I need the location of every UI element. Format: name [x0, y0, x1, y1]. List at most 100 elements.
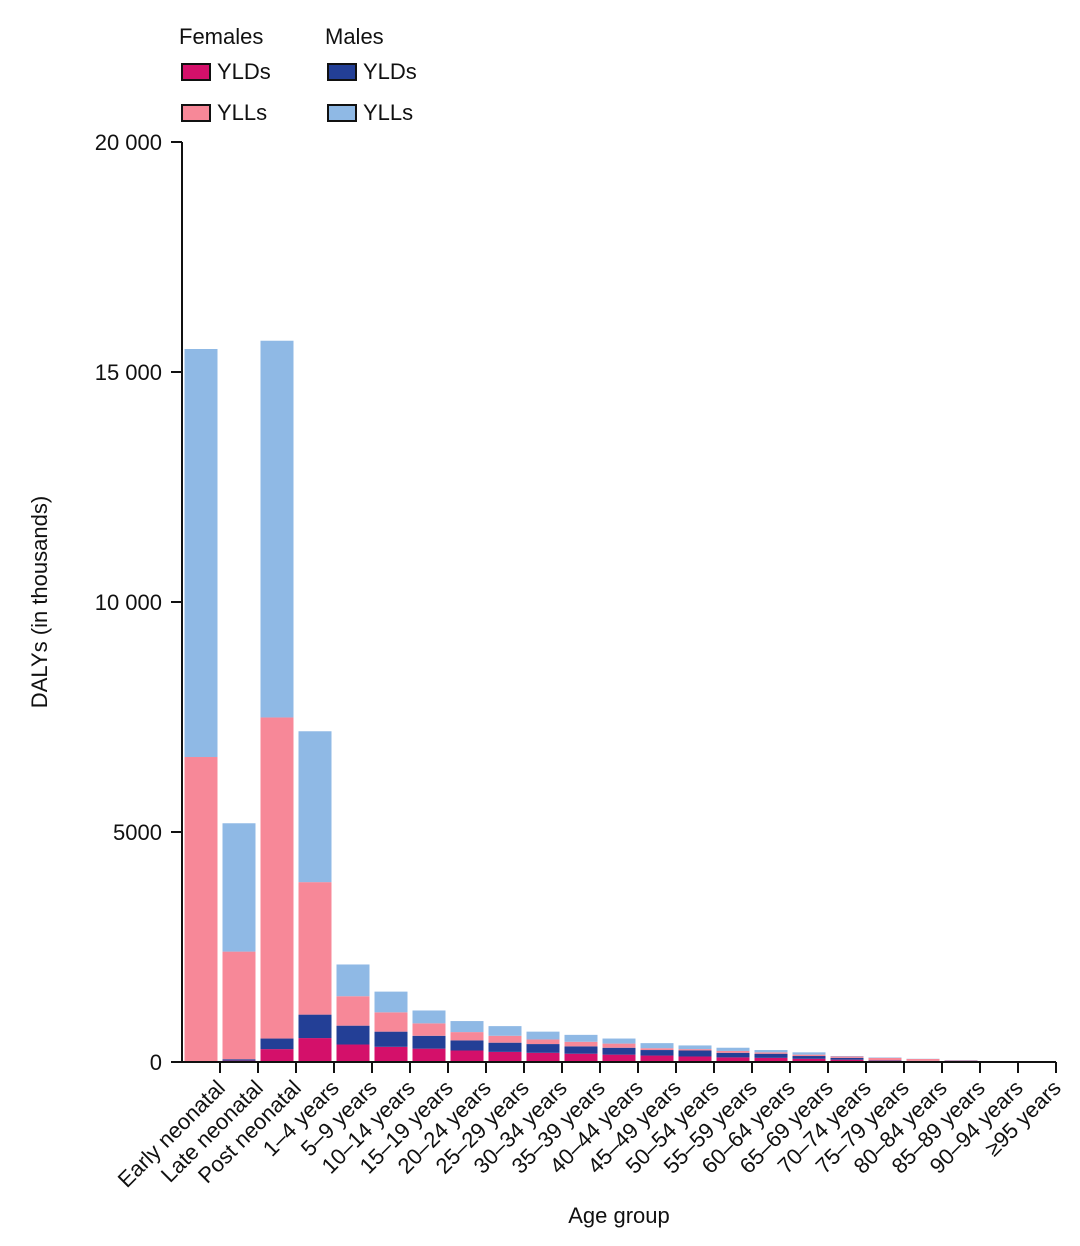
bar-stack — [184, 349, 218, 1062]
bars-layer — [184, 340, 1054, 1062]
legend-swatch-females-ylds — [181, 63, 211, 81]
bar-segment — [450, 1021, 484, 1033]
bar-segment — [602, 1047, 636, 1055]
bar-segment — [374, 1012, 408, 1032]
bar-segment — [678, 1056, 712, 1062]
bar-segment — [792, 1056, 826, 1059]
legend-swatch-males-ylds — [327, 63, 357, 81]
y-axis-title: DALYs (in thousands) — [27, 496, 52, 708]
legend-item-females-ylds: YLDs — [181, 59, 271, 85]
bar-stack — [678, 1045, 712, 1062]
y-tick-label: 20 000 — [95, 130, 162, 155]
bar-segment — [678, 1050, 712, 1057]
bar-segment — [678, 1049, 712, 1051]
bar-stack — [526, 1031, 560, 1062]
bar-segment — [526, 1031, 560, 1040]
bar-stack — [298, 731, 332, 1062]
bar-segment — [564, 1053, 598, 1062]
bar-stack — [564, 1034, 598, 1062]
y-ticks: 0 5000 10 000 15 000 20 000 — [95, 130, 182, 1075]
bar-segment — [716, 1052, 750, 1058]
bar-stack — [412, 1010, 446, 1062]
bar-segment — [830, 1057, 864, 1060]
bar-segment — [260, 717, 294, 1039]
bar-segment — [792, 1058, 826, 1062]
bar-segment — [450, 1032, 484, 1041]
bar-segment — [564, 1034, 598, 1042]
bar-segment — [298, 1038, 332, 1062]
bar-segment — [564, 1041, 598, 1047]
bar-segment — [298, 882, 332, 1015]
legend-label-males-ylds: YLDs — [363, 59, 417, 84]
bar-segment — [374, 1031, 408, 1047]
bar-segment — [716, 1057, 750, 1062]
bar-segment — [412, 1010, 446, 1024]
bar-stack — [830, 1056, 864, 1062]
bar-segment — [754, 1050, 788, 1053]
bar-segment — [450, 1040, 484, 1051]
bar-segment — [640, 1055, 674, 1062]
bar-segment — [944, 1060, 978, 1062]
bar-segment — [526, 1039, 560, 1045]
bar-stack — [450, 1021, 484, 1062]
bar-segment — [830, 1056, 864, 1058]
legend-swatch-males-ylls — [327, 104, 357, 122]
bar-stack — [792, 1052, 826, 1062]
bar-segment — [336, 964, 370, 997]
bar-segment — [298, 731, 332, 883]
legend-label-females-ylls: YLLs — [217, 100, 268, 125]
legend-group-females-title: Females — [179, 24, 264, 49]
bar-stack — [602, 1038, 636, 1062]
legend-item-males-ylds: YLDs — [327, 59, 417, 85]
bar-segment — [222, 1059, 256, 1061]
bar-segment — [374, 991, 408, 1013]
bar-segment — [336, 1044, 370, 1062]
bar-stack — [336, 964, 370, 1062]
bar-segment — [526, 1044, 560, 1053]
legend-label-males-ylls: YLLs — [363, 100, 414, 125]
bar-segment — [868, 1057, 902, 1061]
bar-segment — [602, 1043, 636, 1048]
bar-stack — [716, 1047, 750, 1062]
bar-segment — [526, 1052, 560, 1062]
bar-segment — [260, 1049, 294, 1062]
bar-segment — [602, 1054, 636, 1062]
y-tick-label: 15 000 — [95, 360, 162, 385]
legend-item-females-ylls: YLLs — [181, 100, 267, 126]
legend-swatch-females-ylls — [181, 104, 211, 122]
y-tick-label: 5000 — [113, 820, 162, 845]
bar-segment — [906, 1059, 940, 1061]
bar-segment — [640, 1050, 674, 1056]
bar-segment — [222, 951, 256, 1060]
bar-segment — [488, 1051, 522, 1062]
bar-stack — [374, 991, 408, 1062]
bar-segment — [754, 1053, 788, 1058]
bar-segment — [336, 1025, 370, 1045]
bar-segment — [260, 340, 294, 718]
bar-stack — [640, 1043, 674, 1062]
bar-segment — [716, 1050, 750, 1053]
bar-segment — [640, 1043, 674, 1049]
bar-segment — [754, 1052, 788, 1054]
bar-segment — [450, 1050, 484, 1062]
bar-segment — [716, 1047, 750, 1051]
bar-segment — [412, 1023, 446, 1036]
bar-stack — [488, 1026, 522, 1062]
bar-segment — [488, 1026, 522, 1036]
bar-segment — [640, 1048, 674, 1051]
bar-segment — [184, 349, 218, 758]
y-tick-label: 0 — [150, 1050, 162, 1075]
bar-segment — [792, 1052, 826, 1055]
bar-stack — [754, 1050, 788, 1062]
bar-segment — [830, 1059, 864, 1062]
bar-segment — [412, 1035, 446, 1049]
bar-stack — [222, 823, 256, 1062]
bar-segment — [184, 757, 218, 1062]
legend-group-males-title: Males — [325, 24, 384, 49]
bar-segment — [260, 1038, 294, 1050]
legend-label-females-ylds: YLDs — [217, 59, 271, 84]
bar-segment — [222, 823, 256, 952]
bar-segment — [412, 1048, 446, 1062]
